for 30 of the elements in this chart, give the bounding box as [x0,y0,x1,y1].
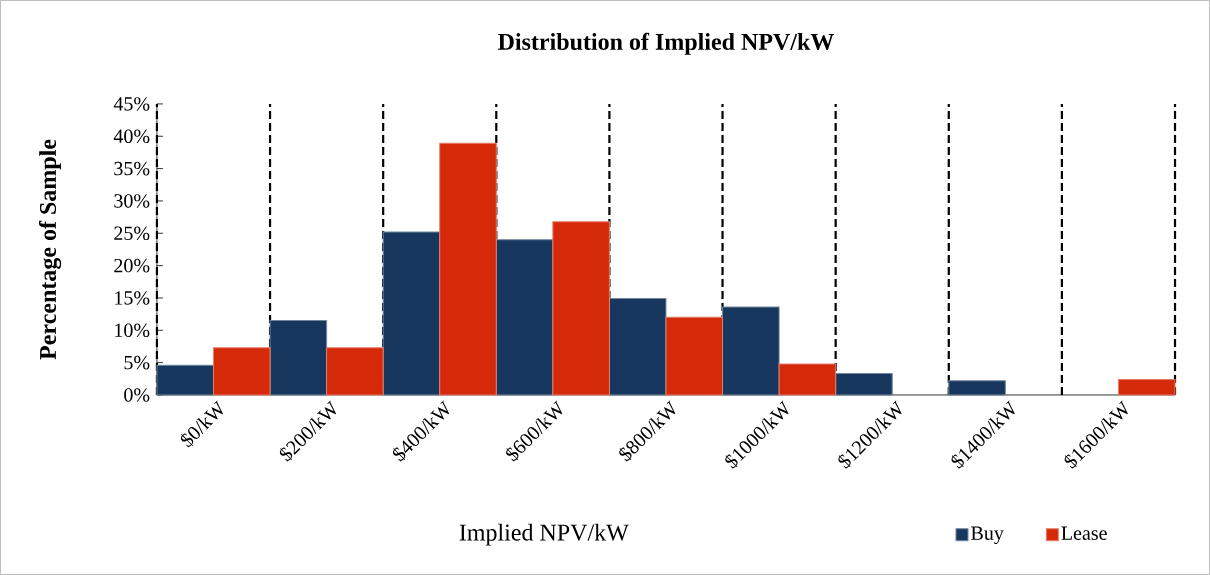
y-axis-title: Percentage of Sample [38,139,62,360]
x-axis-title: Implied NPV/kW [459,523,629,546]
legend-label: Lease [1061,526,1107,540]
y-tick-label: 30% [114,194,150,208]
y-tick-label: 25% [114,226,150,241]
bar [778,363,837,396]
bar [552,221,610,396]
bar [326,347,384,396]
bar [495,239,554,396]
y-tick-label: 20% [114,258,150,273]
y-tick-label: 45% [113,97,150,111]
legend-label: Buy [971,526,1004,545]
bar [948,380,1006,396]
y-tick-label: 35% [114,161,150,176]
bar [269,320,328,396]
chart-title: Distribution of Implied NPV/kW [498,32,834,55]
bar [665,316,724,396]
bar [722,306,780,396]
y-tick-label: 0% [124,388,150,402]
bar [608,298,667,396]
y-tick-label: 15% [115,291,150,305]
bar [212,347,271,396]
bar [156,364,214,396]
y-tick-label: 5% [124,355,150,370]
y-tick-label: 40% [113,129,150,144]
bar [1117,378,1176,396]
bar [835,373,893,396]
y-tick-label: 10% [115,323,150,338]
bar [382,231,441,396]
bar [439,142,497,396]
